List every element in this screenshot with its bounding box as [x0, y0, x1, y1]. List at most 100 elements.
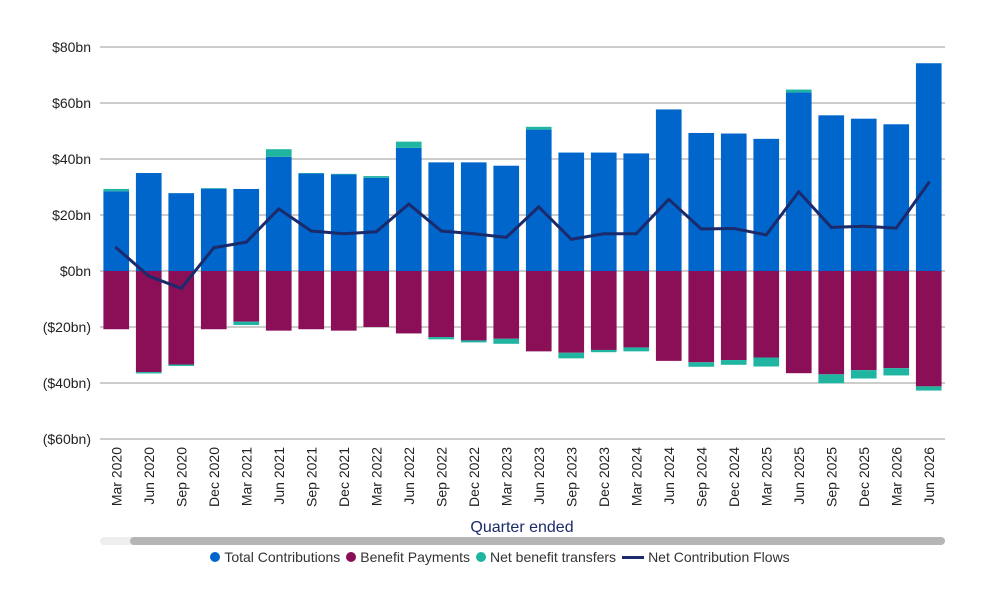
bar-net-benefit-transfers[interactable] — [818, 374, 845, 384]
bar-net-benefit-transfers[interactable] — [428, 337, 455, 340]
bar-total-contributions[interactable] — [460, 162, 487, 271]
bar-benefit-payments[interactable] — [558, 271, 585, 353]
bar-net-benefit-transfers[interactable] — [233, 321, 260, 326]
bar-net-benefit-transfers[interactable] — [883, 368, 910, 376]
legend-item-benefit-payments[interactable]: Benefit Payments — [346, 549, 470, 565]
bar-total-contributions[interactable] — [428, 162, 455, 271]
bar-net-benefit-transfers[interactable] — [623, 347, 650, 352]
bar-net-benefit-transfers[interactable] — [850, 370, 877, 379]
bar-net-benefit-transfers[interactable] — [688, 362, 715, 367]
bar-total-contributions[interactable] — [850, 118, 877, 272]
bar-total-contributions[interactable] — [233, 188, 260, 271]
legend-item-total-contributions[interactable]: Total Contributions — [210, 549, 340, 565]
bar-benefit-payments[interactable] — [753, 271, 780, 358]
point-net-contribution-flows[interactable] — [699, 227, 703, 231]
bar-total-contributions[interactable] — [298, 173, 325, 271]
bar-net-benefit-transfers[interactable] — [200, 188, 227, 189]
bar-benefit-payments[interactable] — [493, 271, 520, 339]
bar-total-contributions[interactable] — [168, 193, 195, 271]
point-net-contribution-flows[interactable] — [407, 202, 411, 206]
point-net-contribution-flows[interactable] — [634, 232, 638, 236]
point-net-contribution-flows[interactable] — [472, 232, 476, 236]
bar-benefit-payments[interactable] — [200, 271, 227, 330]
point-net-contribution-flows[interactable] — [439, 229, 443, 233]
point-net-contribution-flows[interactable] — [342, 232, 346, 236]
bar-benefit-payments[interactable] — [785, 271, 812, 374]
bar-net-benefit-transfers[interactable] — [330, 173, 357, 175]
bar-benefit-payments[interactable] — [298, 271, 325, 330]
bar-benefit-payments[interactable] — [135, 271, 162, 373]
bar-benefit-payments[interactable] — [395, 271, 422, 334]
bar-total-contributions[interactable] — [753, 138, 780, 271]
bar-benefit-payments[interactable] — [720, 271, 747, 361]
bar-net-benefit-transfers[interactable] — [753, 357, 780, 367]
bar-benefit-payments[interactable] — [623, 271, 650, 348]
bar-net-benefit-transfers[interactable] — [103, 188, 130, 192]
bar-net-benefit-transfers[interactable] — [363, 176, 390, 178]
point-net-contribution-flows[interactable] — [277, 207, 281, 211]
point-net-contribution-flows[interactable] — [927, 181, 931, 185]
bar-net-benefit-transfers[interactable] — [395, 141, 422, 148]
bar-total-contributions[interactable] — [915, 63, 942, 271]
bar-benefit-payments[interactable] — [818, 271, 845, 375]
point-net-contribution-flows[interactable] — [374, 230, 378, 234]
bar-benefit-payments[interactable] — [655, 271, 682, 361]
bar-total-contributions[interactable] — [493, 165, 520, 271]
point-net-contribution-flows[interactable] — [602, 232, 606, 236]
point-net-contribution-flows[interactable] — [147, 274, 151, 278]
bar-net-benefit-transfers[interactable] — [525, 126, 552, 130]
point-net-contribution-flows[interactable] — [764, 233, 768, 237]
legend-item-net-contribution-flows[interactable]: Net Contribution Flows — [622, 549, 790, 565]
bar-total-contributions[interactable] — [103, 191, 130, 271]
point-net-contribution-flows[interactable] — [114, 246, 118, 250]
line-net-contribution-flows[interactable] — [115, 181, 930, 290]
bar-benefit-payments[interactable] — [233, 271, 260, 322]
point-net-contribution-flows[interactable] — [569, 237, 573, 241]
bar-benefit-payments[interactable] — [688, 271, 715, 363]
bar-benefit-payments[interactable] — [103, 271, 130, 330]
point-net-contribution-flows[interactable] — [797, 190, 801, 194]
point-net-contribution-flows[interactable] — [732, 226, 736, 230]
bar-total-contributions[interactable] — [330, 174, 357, 271]
scrollbar-thumb[interactable] — [130, 537, 945, 545]
bar-net-benefit-transfers[interactable] — [168, 364, 195, 366]
bar-total-contributions[interactable] — [623, 153, 650, 271]
bar-benefit-payments[interactable] — [883, 271, 910, 369]
bar-benefit-payments[interactable] — [363, 271, 390, 327]
point-net-contribution-flows[interactable] — [212, 246, 216, 250]
point-net-contribution-flows[interactable] — [179, 286, 183, 290]
bar-net-benefit-transfers[interactable] — [265, 149, 292, 157]
bar-benefit-payments[interactable] — [590, 271, 617, 350]
bar-benefit-payments[interactable] — [330, 271, 357, 331]
bar-net-benefit-transfers[interactable] — [720, 360, 747, 365]
bar-total-contributions[interactable] — [590, 152, 617, 271]
bar-benefit-payments[interactable] — [915, 271, 942, 387]
legend-item-net-benefit-transfers[interactable]: Net benefit transfers — [476, 549, 616, 565]
bar-benefit-payments[interactable] — [428, 271, 455, 338]
bar-benefit-payments[interactable] — [460, 271, 487, 341]
point-net-contribution-flows[interactable] — [829, 225, 833, 229]
point-net-contribution-flows[interactable] — [667, 197, 671, 201]
bar-total-contributions[interactable] — [818, 115, 845, 271]
point-net-contribution-flows[interactable] — [309, 229, 313, 233]
bar-net-benefit-transfers[interactable] — [785, 89, 812, 93]
bar-net-benefit-transfers[interactable] — [590, 349, 617, 353]
bar-benefit-payments[interactable] — [850, 271, 877, 371]
bar-net-benefit-transfers[interactable] — [493, 338, 520, 344]
horizontal-scrollbar[interactable] — [100, 537, 945, 545]
bar-total-contributions[interactable] — [395, 147, 422, 271]
bar-total-contributions[interactable] — [655, 109, 682, 271]
bar-total-contributions[interactable] — [785, 92, 812, 271]
point-net-contribution-flows[interactable] — [504, 235, 508, 239]
bar-net-benefit-transfers[interactable] — [915, 386, 942, 391]
point-net-contribution-flows[interactable] — [862, 224, 866, 228]
point-net-contribution-flows[interactable] — [244, 240, 248, 244]
bar-total-contributions[interactable] — [135, 173, 162, 271]
point-net-contribution-flows[interactable] — [537, 205, 541, 209]
point-net-contribution-flows[interactable] — [894, 226, 898, 230]
bar-total-contributions[interactable] — [688, 132, 715, 271]
bar-total-contributions[interactable] — [525, 129, 552, 271]
bar-net-benefit-transfers[interactable] — [298, 173, 325, 174]
bar-net-benefit-transfers[interactable] — [460, 340, 487, 343]
bar-net-benefit-transfers[interactable] — [558, 352, 585, 359]
